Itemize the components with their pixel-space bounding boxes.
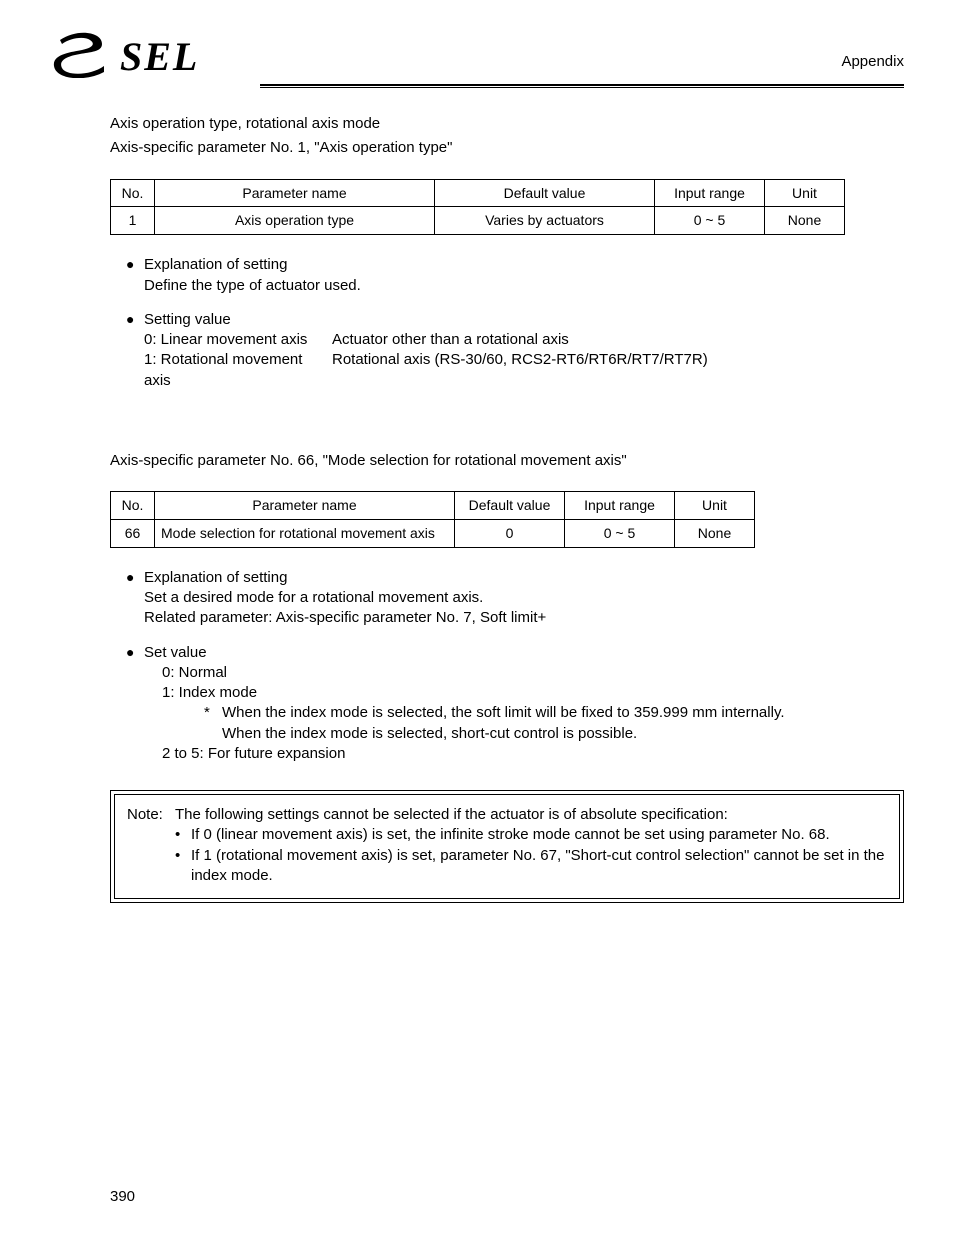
table2-h0: No. xyxy=(111,492,155,520)
section1-title-line2: Axis-specific parameter No. 1, "Axis ope… xyxy=(110,138,904,158)
bullets1-b2-row0-right: Actuator other than a rotational axis xyxy=(332,330,904,350)
table1-row0: 1 Axis operation type Varies by actuator… xyxy=(111,207,845,235)
table1-header-row: No. Parameter name Default value Input r… xyxy=(111,179,845,207)
table2: No. Parameter name Default value Input r… xyxy=(110,491,755,548)
table1-h3: Input range xyxy=(655,179,765,207)
logo: SEL xyxy=(50,30,260,78)
table2-row0: 66 Mode selection for rotational movemen… xyxy=(111,519,755,547)
section1-title-line1: Axis operation type, rotational axis mod… xyxy=(110,114,904,134)
page: SEL Appendix Axis operation type, rotati… xyxy=(0,0,954,1235)
note-row: Note: The following settings cannot be s… xyxy=(127,805,887,886)
bullets1-b2: ● Setting value 0: Linear movement axis … xyxy=(126,310,904,391)
table1-r0c0: 1 xyxy=(111,207,155,235)
table2-r0c4: None xyxy=(675,519,755,547)
bullets2-b1-body: Explanation of setting Set a desired mod… xyxy=(144,568,904,629)
bullets1-b2-row0-left: 0: Linear movement axis xyxy=(144,330,332,350)
note-bullet-1: • If 1 (rotational movement axis) is set… xyxy=(175,846,887,887)
header-double-rule xyxy=(50,84,904,88)
note-box: Note: The following settings cannot be s… xyxy=(110,790,904,903)
table1-r0c2: Varies by actuators xyxy=(435,207,655,235)
bullets1-b2-row1-left: 1: Rotational movement axis xyxy=(144,350,332,391)
note-bullet-0: • If 0 (linear movement axis) is set, th… xyxy=(175,825,887,845)
table1-r0c4: None xyxy=(765,207,845,235)
table2-r0c0: 66 xyxy=(111,519,155,547)
bullets1-b2-body: Setting value 0: Linear movement axis Ac… xyxy=(144,310,904,391)
bullet-icon: ● xyxy=(126,310,144,329)
table1-h0: No. xyxy=(111,179,155,207)
table2-r0c1: Mode selection for rotational movement a… xyxy=(155,519,455,547)
bullets2-b2-star-row: * When the index mode is selected, the s… xyxy=(204,703,904,744)
table2-h4: Unit xyxy=(675,492,755,520)
note-label: Note: xyxy=(127,805,175,886)
bullets2-b2-i2: 1: Index mode xyxy=(162,683,904,703)
bullets2-b2-star2: When the index mode is selected, short-c… xyxy=(222,724,904,744)
table1-h2: Default value xyxy=(435,179,655,207)
header-row: SEL Appendix xyxy=(50,30,904,78)
bullets2-b2-title: Set value xyxy=(144,643,904,663)
bullets2-b1: ● Explanation of setting Set a desired m… xyxy=(126,568,904,629)
asterisk-icon: * xyxy=(204,703,222,744)
bullets2-b1-line2: Related parameter: Axis-specific paramet… xyxy=(144,608,904,628)
bullets2-b2-i3: 2 to 5: For future expansion xyxy=(162,744,904,764)
bullets1-b1: ● Explanation of setting Define the type… xyxy=(126,255,904,296)
table2-h2: Default value xyxy=(455,492,565,520)
bullets1-b2-title: Setting value xyxy=(144,310,904,330)
dot-icon: • xyxy=(175,846,191,887)
note-bullet-0-text: If 0 (linear movement axis) is set, the … xyxy=(191,825,887,845)
bullets2-b1-title: Explanation of setting xyxy=(144,568,904,588)
bullet-icon: ● xyxy=(126,568,144,587)
table1-h4: Unit xyxy=(765,179,845,207)
bullets2-b2-star1: When the index mode is selected, the sof… xyxy=(222,703,904,723)
section2-title: Axis-specific parameter No. 66, "Mode se… xyxy=(110,451,904,471)
note-bullet-1-text: If 1 (rotational movement axis) is set, … xyxy=(191,846,887,887)
bullet-icon: ● xyxy=(126,255,144,274)
bullets2-b2: ● Set value 0: Normal 1: Index mode * Wh… xyxy=(126,643,904,765)
header: SEL Appendix xyxy=(50,30,904,88)
bullets1-b2-row0: 0: Linear movement axis Actuator other t… xyxy=(144,330,904,350)
table1: No. Parameter name Default value Input r… xyxy=(110,179,845,236)
table2-h3: Input range xyxy=(565,492,675,520)
page-number: 390 xyxy=(110,1187,135,1207)
table1-r0c1: Axis operation type xyxy=(155,207,435,235)
table1-h1: Parameter name xyxy=(155,179,435,207)
bullets1-b2-row1: 1: Rotational movement axis Rotational a… xyxy=(144,350,904,391)
table2-header-row: No. Parameter name Default value Input r… xyxy=(111,492,755,520)
header-right-label: Appendix xyxy=(841,52,904,78)
bullets1-b1-title: Explanation of setting xyxy=(144,255,904,275)
table1-r0c3: 0 ~ 5 xyxy=(655,207,765,235)
bullets2-b2-body: Set value 0: Normal 1: Index mode * When… xyxy=(144,643,904,765)
bullets2-b2-i1: 0: Normal xyxy=(162,663,904,683)
bullet-icon: ● xyxy=(126,643,144,662)
bullets1-b1-line: Define the type of actuator used. xyxy=(144,276,904,296)
note-box-inner: Note: The following settings cannot be s… xyxy=(114,794,900,899)
note-body: The following settings cannot be selecte… xyxy=(175,805,887,886)
bullets1-b1-body: Explanation of setting Define the type o… xyxy=(144,255,904,296)
table2-r0c2: 0 xyxy=(455,519,565,547)
note-intro: The following settings cannot be selecte… xyxy=(175,805,887,825)
dot-icon: • xyxy=(175,825,191,845)
bullets2: ● Explanation of setting Set a desired m… xyxy=(126,568,904,764)
table2-r0c3: 0 ~ 5 xyxy=(565,519,675,547)
logo-icon: SEL xyxy=(50,30,260,78)
bullets2-b2-starbody: When the index mode is selected, the sof… xyxy=(222,703,904,744)
svg-text:SEL: SEL xyxy=(120,34,199,78)
table2-h1: Parameter name xyxy=(155,492,455,520)
bullets2-b1-line1: Set a desired mode for a rotational move… xyxy=(144,588,904,608)
bullets1-b2-row1-right: Rotational axis (RS-30/60, RCS2-RT6/RT6R… xyxy=(332,350,904,391)
bullets1: ● Explanation of setting Define the type… xyxy=(126,255,904,391)
